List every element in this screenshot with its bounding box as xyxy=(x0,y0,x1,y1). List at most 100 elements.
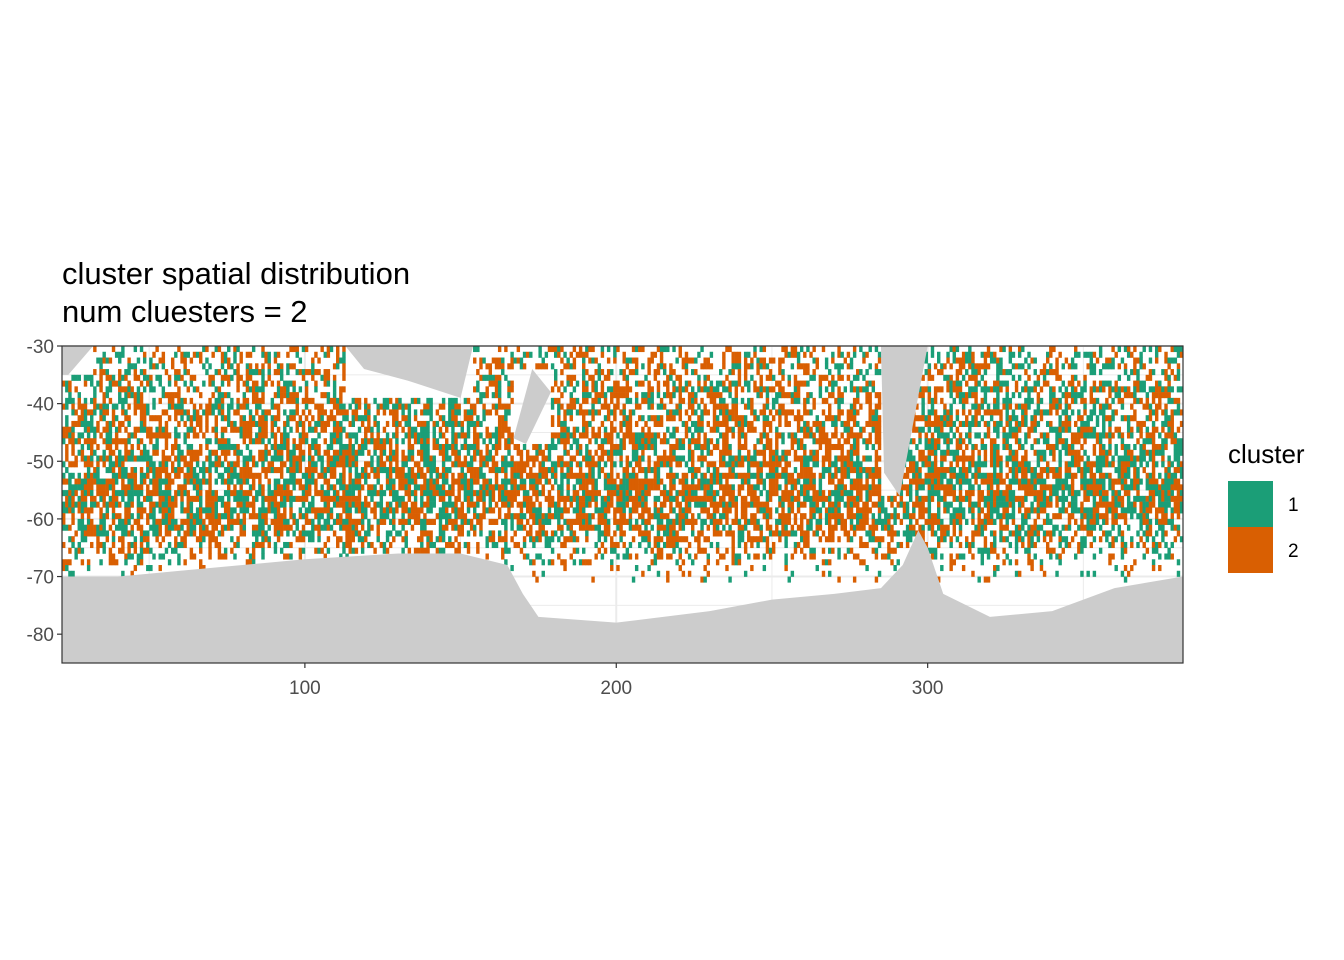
cluster-cell xyxy=(765,363,770,370)
cluster-cell xyxy=(712,461,717,468)
cluster-cell xyxy=(535,530,539,537)
cluster-cell xyxy=(809,495,813,502)
cluster-cell xyxy=(806,490,810,497)
cluster-cell xyxy=(90,374,94,381)
cluster-cell xyxy=(473,513,477,520)
cluster-cell xyxy=(205,467,209,474)
cluster-cell xyxy=(591,403,595,410)
cluster-cell xyxy=(251,484,256,491)
cluster-cell xyxy=(339,386,343,393)
cluster-cell xyxy=(628,507,633,514)
cluster-cell xyxy=(454,507,458,514)
cluster-cell xyxy=(149,386,153,393)
cluster-cell xyxy=(77,432,81,439)
cluster-cell xyxy=(547,490,552,497)
cluster-cell xyxy=(541,513,545,520)
cluster-cell xyxy=(803,397,807,404)
cluster-cell xyxy=(65,432,69,439)
cluster-cell xyxy=(139,369,144,376)
cluster-cell xyxy=(641,449,645,456)
cluster-cell xyxy=(687,357,692,364)
cluster-cell xyxy=(485,374,489,381)
cluster-cell xyxy=(251,369,256,376)
cluster-cell xyxy=(653,374,658,381)
cluster-cell xyxy=(80,432,85,439)
cluster-cell xyxy=(170,513,175,520)
cluster-cell xyxy=(432,467,436,474)
cluster-cell xyxy=(656,495,661,502)
cluster-cell xyxy=(339,392,343,399)
cluster-cell xyxy=(227,484,231,491)
cluster-cell xyxy=(687,415,692,422)
cluster-cell xyxy=(803,443,807,451)
cluster-cell xyxy=(118,369,122,376)
cluster-cell xyxy=(199,565,203,572)
cluster-cell xyxy=(619,478,623,485)
cluster-cell xyxy=(675,472,679,479)
cluster-cell xyxy=(273,403,278,410)
cluster-cell xyxy=(513,472,517,479)
cluster-cell xyxy=(585,346,589,353)
cluster-cell xyxy=(572,386,577,393)
cluster-cell xyxy=(765,547,770,554)
cluster-cell xyxy=(370,461,374,468)
cluster-cell xyxy=(80,495,85,502)
cluster-cell xyxy=(401,415,405,422)
cluster-cell xyxy=(161,536,166,543)
cluster-cell xyxy=(86,524,91,531)
cluster-cell xyxy=(594,397,598,404)
cluster-cell xyxy=(62,380,66,387)
cluster-cell xyxy=(694,495,698,502)
cluster-cell xyxy=(342,403,346,410)
cluster-cell xyxy=(681,570,686,577)
cluster-cell xyxy=(476,346,480,353)
cluster-cell xyxy=(329,409,334,416)
cluster-cell xyxy=(799,443,804,451)
cluster-cell xyxy=(619,490,623,497)
cluster-cell xyxy=(230,547,234,554)
cluster-cell xyxy=(687,490,692,497)
cluster-cell xyxy=(360,536,365,543)
cluster-cell xyxy=(563,386,567,393)
cluster-cell xyxy=(535,484,539,491)
cluster-cell xyxy=(199,536,203,543)
cluster-cell xyxy=(497,386,502,393)
cluster-cell xyxy=(174,518,178,525)
cluster-cell xyxy=(242,513,247,520)
cluster-cell xyxy=(388,518,393,525)
cluster-cell xyxy=(214,386,218,393)
cluster-cell xyxy=(784,484,788,491)
cluster-cell xyxy=(186,369,190,376)
cluster-cell xyxy=(136,501,141,508)
cluster-cell xyxy=(441,432,446,439)
cluster-cell xyxy=(491,484,496,491)
cluster-cell xyxy=(504,426,508,433)
cluster-cell xyxy=(211,351,215,358)
cluster-cell xyxy=(339,461,343,468)
cluster-cell xyxy=(762,363,767,370)
cluster-cell xyxy=(227,467,231,474)
cluster-cell xyxy=(404,501,408,508)
cluster-cell xyxy=(488,374,493,381)
cluster-cell xyxy=(460,513,464,520)
cluster-cell xyxy=(111,490,116,497)
cluster-cell xyxy=(410,467,415,474)
cluster-cell xyxy=(77,374,81,381)
cluster-cell xyxy=(606,346,611,353)
cluster-cell xyxy=(650,403,654,410)
cluster-cell xyxy=(71,426,75,433)
cluster-cell xyxy=(102,449,106,456)
cluster-cell xyxy=(279,518,284,525)
cluster-cell xyxy=(790,484,795,491)
cluster-cell xyxy=(709,472,714,479)
cluster-cell xyxy=(787,530,791,537)
cluster-cell xyxy=(560,467,564,474)
cluster-cell xyxy=(267,501,271,508)
cluster-cell xyxy=(127,420,131,427)
cluster-cell xyxy=(99,363,103,370)
cluster-cell xyxy=(669,443,673,451)
cluster-cell xyxy=(142,478,147,485)
cluster-cell xyxy=(765,513,770,520)
cluster-cell xyxy=(697,478,701,485)
cluster-cell xyxy=(199,501,203,508)
